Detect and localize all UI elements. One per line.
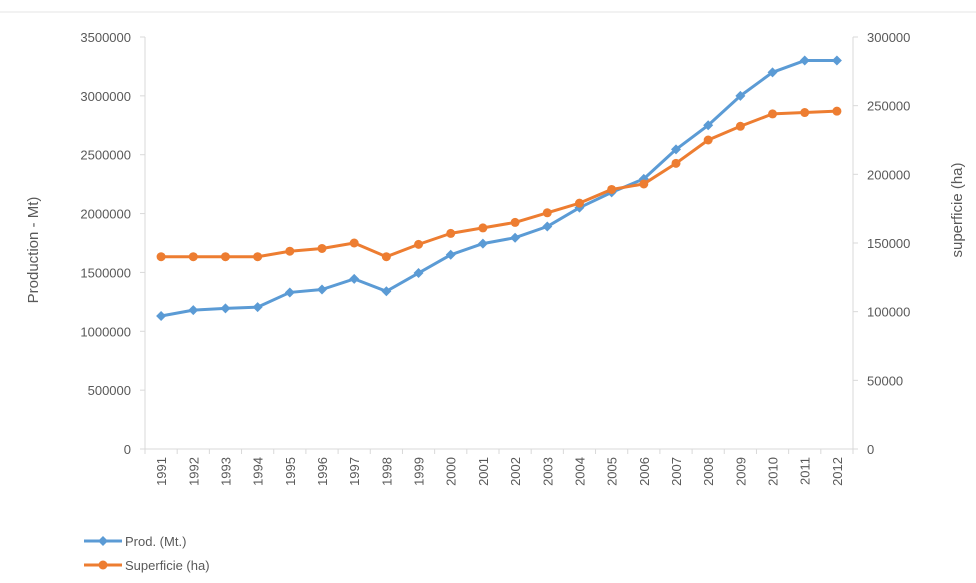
x-tick-label: 2006 [637,457,652,486]
right-tick-label: 50000 [867,373,903,388]
left-tick-label: 1000000 [80,324,131,339]
series-0-point [156,310,167,321]
left-axis-tick-labels: 0 500000 1000000 1500000 2000000 2500000 30000… [80,30,145,457]
series-1-point [510,217,520,227]
x-tick-label: 1994 [251,457,266,486]
series-1-point [574,198,584,208]
series-1-point [414,239,424,249]
x-tick-label: 2008 [701,457,716,486]
series-1-point [800,108,810,118]
series-1-point [381,252,391,262]
series-0-point [831,55,842,66]
x-tick-label: 2001 [476,457,491,486]
right-tick-label: 300000 [867,30,910,45]
series-1-point [220,252,230,262]
series-1-point [253,252,263,262]
series-0-point [767,67,778,78]
left-tick-label: 2000000 [80,207,131,222]
legend-1-label: Superficie (ha) [125,558,210,573]
x-tick-label: 1999 [412,457,427,486]
left-tick-label: 1500000 [80,265,131,280]
x-tick-label: 2012 [830,457,845,486]
series-0-point [317,284,327,295]
series-0-point [799,55,810,66]
axes [144,37,854,450]
series-1-point [671,158,681,168]
legend-0-label: Prod. (Mt.) [125,534,186,549]
x-tick-label: 1991 [154,457,169,486]
x-tick-label: 1998 [379,457,394,486]
series-1-group [156,106,842,262]
left-tick-label: 3000000 [80,89,131,104]
series-1-point [349,238,359,248]
series-0-point [349,273,360,284]
x-tick-label: 1993 [218,457,233,486]
series-0-point [188,305,199,316]
series-1-point [317,243,327,253]
series-0-point [445,249,456,260]
left-tick-label: 500000 [88,383,131,398]
series-1-line [161,109,837,259]
series-1-point [156,252,166,262]
series-0-point [510,232,521,243]
x-tick-label: 1992 [186,457,201,486]
x-tick-label: 2007 [669,457,684,486]
x-tick-label: 2011 [798,457,813,485]
right-tick-label: 200000 [867,167,910,182]
series-1-point [446,228,456,238]
right-tick-label: 150000 [867,236,910,251]
series-0-group [156,55,842,321]
series-1-point [542,208,552,218]
series-layer [156,55,842,321]
series-1-point [639,179,649,189]
series-0-point [381,286,392,297]
right-tick-label: 100000 [867,305,910,320]
series-1-point [768,109,778,119]
series-0-point [477,238,488,249]
series-1-point [188,252,198,262]
right-tick-label: 250000 [867,99,910,114]
series-0-point [413,268,424,279]
left-axis-title: Production - Mt) [25,197,42,304]
series-1-point [703,135,713,145]
series-1-point [607,184,617,194]
series-1-point [735,121,745,131]
x-tick-label: 1995 [283,457,298,486]
x-tick-label: 2000 [444,457,459,486]
right-tick-label: 0 [867,442,874,457]
series-1-point [478,223,488,233]
left-tick-label: 0 [124,442,131,457]
x-axis-tick-labels: 1991 1992 1993 1994 1995 1996 1997 1998 1999 2000… [144,449,854,486]
x-tick-label: 2003 [540,457,555,486]
legend-1-marker [98,560,108,570]
series-0-point [735,90,746,101]
x-tick-label: 1997 [347,457,362,486]
x-tick-label: 2009 [733,457,748,486]
legend: Prod. (Mt.) Superficie (ha) [84,534,210,573]
right-axis-title: superficie (ha) [949,162,966,257]
series-1-point [285,246,295,256]
left-tick-label: 3500000 [80,30,131,45]
series-0-point [542,221,553,232]
series-0-point [671,144,681,155]
series-0-point [252,302,263,313]
x-tick-label: 2004 [572,457,587,486]
x-tick-label: 2005 [605,457,620,486]
series-0-point [703,120,714,131]
series-0-line [160,59,837,318]
series-0-point [220,303,231,314]
right-axis-tick-labels: 0 50000 100000 150000 200000 250000 300000 [853,30,910,457]
left-tick-label: 2500000 [80,148,131,163]
series-1-point [832,106,842,116]
legend-0-marker [98,536,108,546]
x-tick-label: 2002 [508,457,523,486]
x-tick-label: 2010 [766,457,781,486]
x-tick-label: 1996 [315,457,330,486]
series-0-point [284,287,295,298]
